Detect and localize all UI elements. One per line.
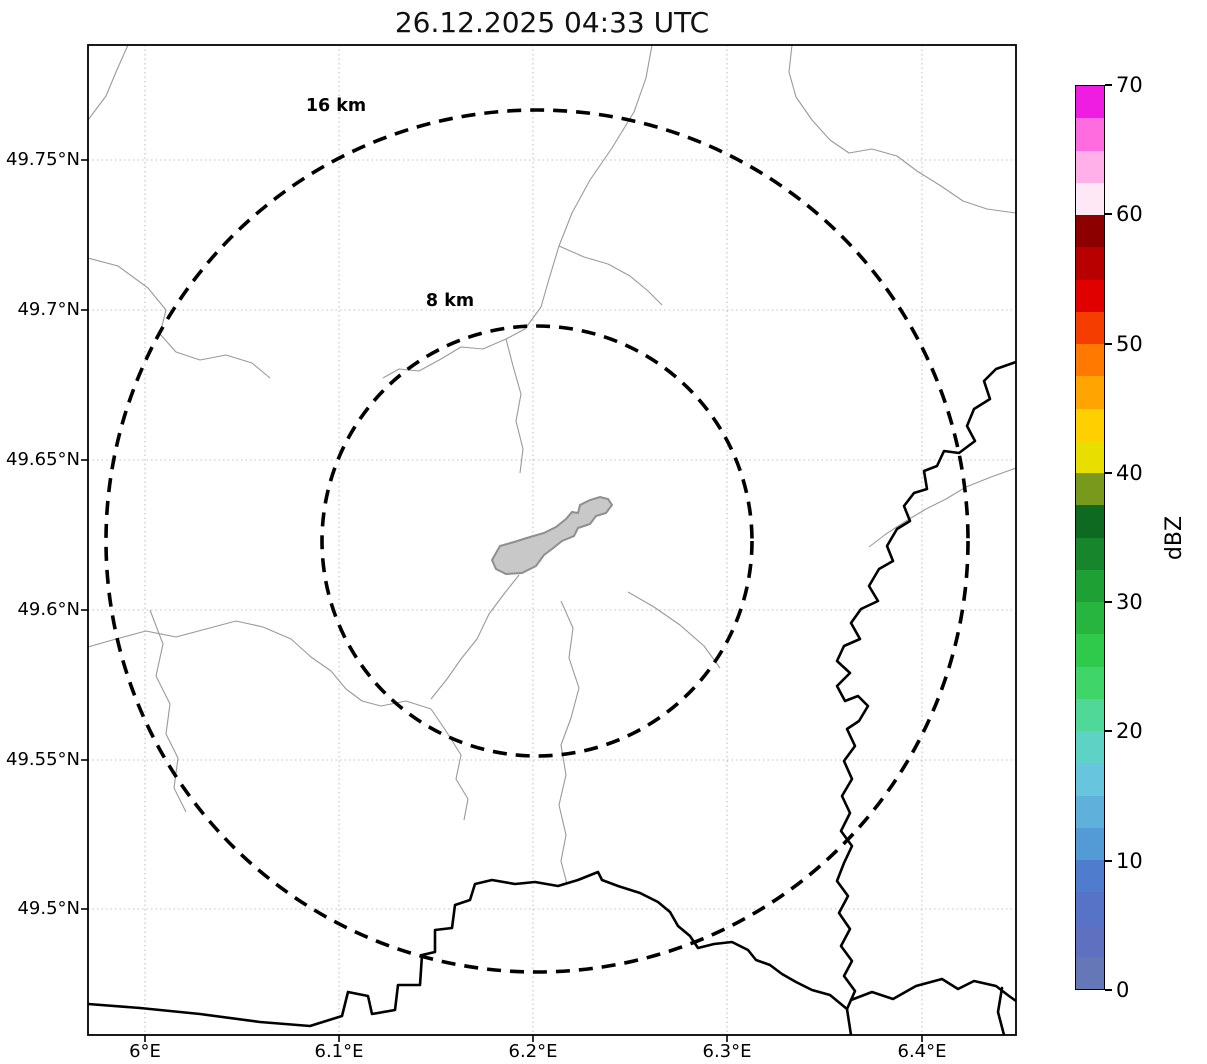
figure-title: 26.12.2025 04:33 UTC: [394, 6, 710, 39]
colorbar-tick-label: 50: [1116, 332, 1143, 356]
x-tick-label: 6.2°E: [508, 1041, 558, 1062]
y-tick-label: 49.6°N: [17, 599, 80, 620]
range-ring-label-8km: 8 km: [426, 291, 474, 311]
colorbar-tick-label: 30: [1116, 590, 1143, 614]
y-tick-label: 49.65°N: [6, 449, 80, 470]
colorbar-tick: [1105, 84, 1112, 86]
colorbar-tick-label: 20: [1116, 719, 1143, 743]
colorbar-tick: [1105, 472, 1112, 474]
range-rings: [104, 108, 970, 974]
colorbar-tick-label: 40: [1116, 461, 1143, 485]
country-border-lines: [88, 360, 1016, 1035]
x-tick-label: 6.1°E: [314, 1041, 364, 1062]
axes-frame: [87, 44, 1017, 1036]
colorbar-tick-label: 10: [1116, 849, 1143, 873]
colorbar-tick: [1105, 601, 1112, 603]
x-tick-label: 6°E: [129, 1041, 161, 1062]
colorbar-tick-label: 60: [1116, 202, 1143, 226]
range-ring-label-16km: 16 km: [306, 96, 366, 116]
colorbar-tick: [1105, 989, 1112, 991]
airport-footprint: [490, 495, 614, 576]
range-ring-16km: [104, 108, 970, 974]
x-tick-label: 6.3°E: [702, 1041, 752, 1062]
municipal-boundary-lines: [88, 45, 1016, 885]
axis-tick-marks: [81, 159, 923, 1042]
colorbar-unit-label: dBZ: [1161, 515, 1187, 561]
colorbar-tick: [1105, 730, 1112, 732]
y-tick-label: 49.5°N: [17, 898, 80, 919]
y-tick-label: 49.7°N: [17, 299, 80, 320]
colorbar-tick-label: 0: [1116, 978, 1130, 1002]
colorbar-tick: [1105, 860, 1112, 862]
x-tick-label: 6.4°E: [897, 1041, 947, 1062]
colorbar-tick: [1105, 213, 1112, 215]
y-tick-label: 49.55°N: [6, 749, 80, 770]
y-tick-label: 49.75°N: [6, 149, 80, 170]
range-ring-8km: [320, 324, 754, 758]
colorbar-tick-label: 70: [1116, 73, 1143, 97]
colorbar-gradient: [1075, 85, 1105, 990]
colorbar-tick: [1105, 343, 1112, 345]
